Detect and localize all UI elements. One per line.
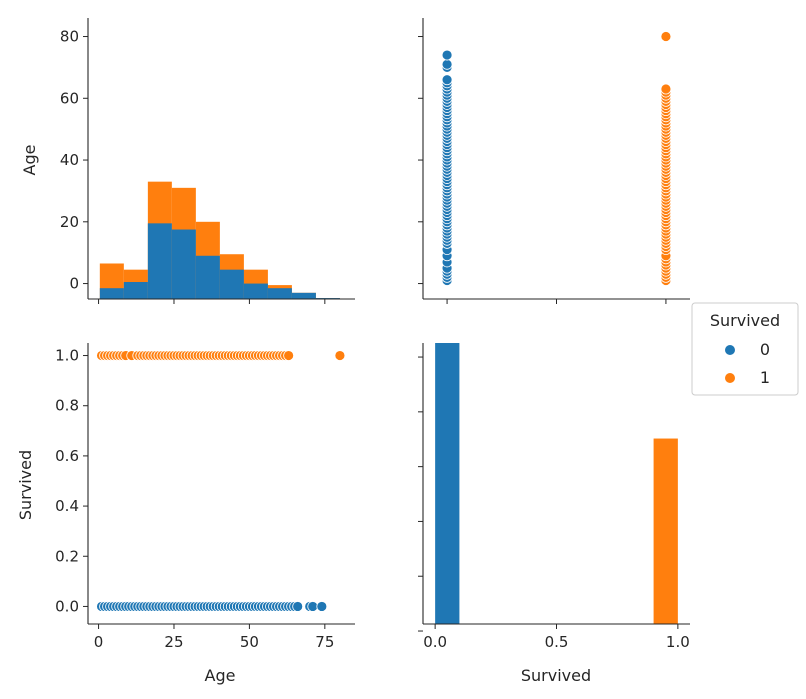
scatter-point-survived-1 xyxy=(283,350,295,361)
legend-marker-1 xyxy=(725,373,735,383)
scatter-point-survived-0 xyxy=(307,601,319,612)
age-hist-bar-survived-0 xyxy=(291,292,316,299)
legend-title: Survived xyxy=(710,311,780,330)
survived-hist-xtick-label: 1.0 xyxy=(666,633,690,651)
age-survived-xtick-label: 25 xyxy=(164,633,183,651)
age-survived-ytick-label: 0.8 xyxy=(55,397,79,415)
legend-marker-0 xyxy=(725,345,735,355)
age-hist-bar-survived-0 xyxy=(219,269,244,299)
age-hist-bar-survived-0 xyxy=(147,223,172,299)
age-survived-xtick-label: 75 xyxy=(315,633,334,651)
scatter-point-survived-1 xyxy=(334,350,346,361)
age-survived-ytick-label: 0.6 xyxy=(55,447,79,465)
age-hist-bar-survived-0 xyxy=(171,229,196,299)
survived-hist-bar-0 xyxy=(435,343,460,624)
age-survived-ytick-label: 0.4 xyxy=(55,497,79,515)
age-hist-bar-survived-0 xyxy=(123,282,148,299)
xlabel-age: Age xyxy=(205,666,236,685)
scatter-point-survived-0 xyxy=(441,58,453,70)
age-hist-ytick-label: 20 xyxy=(60,213,79,231)
scatter-point-survived-1 xyxy=(660,83,672,95)
legend-label-0: 0 xyxy=(760,340,770,359)
scatter-point-survived-0 xyxy=(441,74,453,86)
scatter-point-survived-0 xyxy=(441,49,453,61)
legend-label-1: 1 xyxy=(760,368,770,387)
age-hist-ytick-label: 0 xyxy=(69,275,79,293)
scatter-point-survived-0 xyxy=(316,601,328,612)
survived-hist-xtick-label: 0.5 xyxy=(545,633,569,651)
age-hist-bar-survived-0 xyxy=(195,255,220,299)
age-hist-ytick-label: 60 xyxy=(60,89,79,107)
scatter-point-survived-0 xyxy=(292,601,304,612)
age-survived-ytick-label: 1.0 xyxy=(55,347,79,365)
age-survived-xtick-label: 0 xyxy=(94,633,104,651)
xlabel-survived: Survived xyxy=(521,666,591,685)
age-hist-ytick-label: 80 xyxy=(60,28,79,46)
ylabel-survived: Survived xyxy=(16,450,35,520)
age-survived-xtick-label: 50 xyxy=(240,633,259,651)
age-hist-bar-survived-0 xyxy=(267,288,292,299)
age-hist-bar-survived-0 xyxy=(243,283,268,299)
age-survived-ytick-label: 0.2 xyxy=(55,547,79,565)
legend-frame xyxy=(691,302,799,396)
age-survived-ytick-label: 0.0 xyxy=(55,597,79,615)
age-hist-bar-survived-0 xyxy=(99,288,124,299)
survived-hist-bar-1 xyxy=(653,438,678,624)
ylabel-age: Age xyxy=(20,145,39,176)
legend: Survived 0 1 xyxy=(691,302,799,396)
scatter-point-survived-1 xyxy=(660,31,672,42)
survived-hist-xtick-label: 0.0 xyxy=(423,633,447,651)
age-hist-ytick-label: 40 xyxy=(60,151,79,169)
